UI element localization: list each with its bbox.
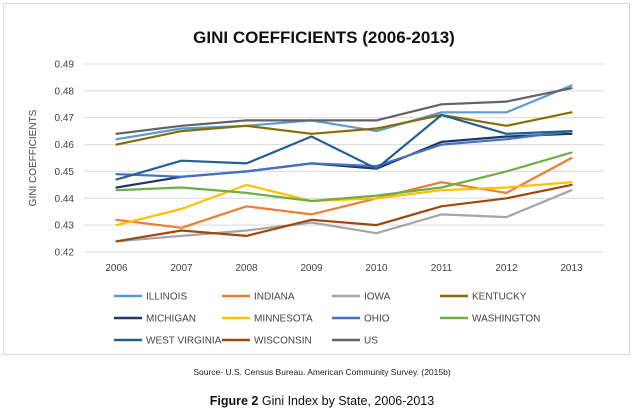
x-tick-label: 2008	[235, 263, 258, 274]
x-tick-label: 2012	[495, 263, 518, 274]
chart-title: GINI COEFFICIENTS (2006-2013)	[193, 28, 455, 47]
x-tick-label: 2007	[170, 263, 193, 274]
series-line-kentucky	[115, 111, 573, 146]
y-axis-label: GINI COEFFICIENTS	[28, 109, 39, 206]
series-line-illinois	[115, 84, 573, 141]
series-line-wisconsin	[115, 183, 573, 243]
x-tick-label: 2009	[300, 263, 323, 274]
legend-label: MICHIGAN	[146, 314, 196, 325]
x-tick-label: 2011	[431, 263, 453, 274]
y-tick-label: 0.48	[55, 86, 75, 97]
y-tick-label: 0.46	[55, 140, 75, 151]
legend-label: WASHINGTON	[472, 314, 540, 325]
series-line-indiana	[115, 156, 573, 229]
y-tick-label: 0.45	[55, 167, 75, 178]
series-line-iowa	[115, 189, 573, 243]
x-tick-label: 2010	[365, 263, 388, 274]
gini-line-chart: GINI COEFFICIENTS (2006-2013) 0.42 0.43 0.4…	[28, 28, 604, 347]
series-line-minnesota	[115, 181, 573, 227]
y-tick-label: 0.43	[55, 221, 75, 232]
legend-label: WEST VIRGINIA	[146, 336, 222, 347]
series-line-west-virginia	[115, 113, 573, 181]
y-tick-label: 0.47	[55, 113, 75, 124]
legend-label: INDIANA	[254, 292, 295, 303]
figure-caption-text: Gini Index by State, 2006-2013	[261, 394, 435, 408]
series-line-us	[115, 87, 573, 135]
legend-label: US	[364, 336, 378, 347]
source-note: Source- U.S. Census Bureau. American Com…	[193, 367, 451, 377]
legend-label: MINNESOTA	[254, 314, 313, 325]
legend-label: OHIO	[364, 314, 390, 325]
figure-label: Figure 2	[209, 394, 259, 408]
series-line-ohio	[115, 129, 573, 178]
y-tick-label: 0.44	[55, 194, 75, 205]
x-tick-label: 2013	[560, 263, 583, 274]
legend-label: IOWA	[364, 292, 391, 303]
legend-label: WISCONSIN	[254, 336, 312, 347]
y-tick-label: 0.42	[55, 248, 75, 259]
legend-label: KENTUCKY	[472, 292, 527, 303]
series-line-washington	[115, 151, 573, 203]
x-tick-label: 2006	[105, 263, 128, 274]
chart-container: GINI COEFFICIENTS (2006-2013) 0.42 0.43 0.4…	[3, 3, 630, 355]
y-tick-label: 0.49	[55, 60, 75, 71]
figure-caption: Figure 2 Gini Index by State, 2006-2013	[0, 394, 644, 408]
legend-label: ILLINOIS	[146, 292, 187, 303]
